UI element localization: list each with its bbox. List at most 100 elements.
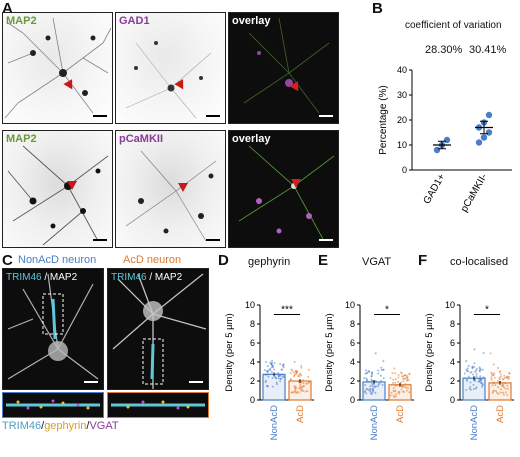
data-point: [504, 387, 507, 390]
panel-e-letter: E: [318, 252, 329, 269]
data-point: [367, 389, 370, 392]
panel-e-title: VGAT: [362, 256, 392, 268]
data-point: [365, 369, 368, 372]
data-point: [391, 372, 394, 375]
scale-bar: [189, 381, 203, 383]
scale-bar: [84, 381, 98, 383]
data-point: [469, 388, 472, 391]
data-point: [394, 378, 397, 381]
data-point: [466, 379, 469, 382]
data-point: [405, 379, 408, 382]
data-point: [466, 367, 469, 370]
y-tick-label: 40: [397, 65, 407, 75]
data-point: [369, 389, 372, 392]
data-point: [472, 387, 475, 390]
y-tick-label: 6: [250, 338, 255, 348]
data-point: [506, 393, 509, 396]
data-point: [293, 361, 296, 364]
trim46-map2-label: TRIM46 / MAP2: [6, 272, 77, 283]
y-tick-label: 8: [250, 319, 255, 329]
data-point: [472, 373, 475, 376]
data-point: [266, 370, 269, 373]
data-point: [392, 389, 395, 392]
ais-strip-texture: [111, 400, 205, 410]
bar: [462, 377, 486, 401]
data-point: [270, 371, 273, 374]
data-point: [271, 376, 274, 379]
data-point: [365, 377, 368, 380]
data-point: [377, 369, 380, 372]
data-point: [370, 373, 373, 376]
data-point: [507, 378, 510, 381]
trim46-text: TRIM46: [111, 272, 147, 283]
map2-text: MAP2: [49, 272, 78, 283]
data-point: [468, 387, 471, 390]
data-point: [280, 368, 283, 371]
bar: [288, 380, 312, 401]
data-point: [480, 134, 488, 141]
x-tick-label: GAD1+: [422, 172, 448, 206]
y-axis-label: Density (per 5 µm): [424, 313, 435, 391]
data-point: [485, 129, 493, 136]
data-point: [366, 371, 369, 374]
data-point: [296, 390, 299, 393]
legend-sep: /: [41, 420, 45, 432]
map2-label: MAP2: [6, 15, 37, 27]
data-point: [479, 368, 482, 371]
data-point: [471, 365, 474, 368]
data-point: [508, 372, 511, 375]
data-point: [490, 371, 493, 374]
y-tick-label: 10: [345, 300, 355, 310]
data-point: [497, 386, 500, 389]
y-tick-label: 6: [450, 338, 455, 348]
data-point: [496, 379, 499, 382]
data-point: [304, 390, 307, 393]
data-point: [269, 369, 272, 372]
data-point: [377, 372, 380, 375]
slash-text: /: [146, 272, 155, 283]
data-point: [279, 380, 282, 383]
data-point: [381, 383, 384, 386]
data-point: [275, 381, 278, 384]
y-tick-label: 4: [350, 357, 355, 367]
map2-label: MAP2: [6, 133, 37, 145]
micrograph-pcamkii: pCaMKII: [115, 130, 226, 248]
data-point: [271, 385, 274, 388]
data-point: [404, 376, 407, 379]
chart-b-scatter: 0 10 20 30 40 Percentage (%) GAD1+ pCaMKII-: [378, 65, 512, 214]
red-arrowhead-icon: [178, 183, 188, 192]
bar: [262, 373, 286, 401]
data-point: [489, 352, 492, 355]
trim46-map2-label: TRIM46 / MAP2: [111, 272, 182, 283]
y-axis-label: Density (per 5 µm): [324, 313, 335, 391]
data-point: [473, 362, 476, 365]
data-point: [501, 384, 504, 387]
data-point: [503, 374, 506, 377]
data-point: [465, 369, 468, 372]
data-point: [392, 378, 395, 381]
data-point: [389, 394, 392, 397]
data-point: [289, 372, 292, 375]
data-point: [407, 379, 410, 382]
data-point: [402, 390, 405, 393]
cov-title: coefficient of variation: [405, 20, 502, 31]
data-point: [475, 369, 478, 372]
data-point: [265, 360, 268, 363]
data-point: [379, 374, 382, 377]
y-tick-label: 10: [445, 300, 455, 310]
data-point: [281, 376, 284, 379]
data-point: [393, 396, 396, 399]
data-point: [481, 368, 484, 371]
data-point: [292, 390, 295, 393]
data-point: [300, 374, 303, 377]
micrograph-map2-row2: MAP2: [2, 130, 113, 248]
y-tick-label: 10: [397, 140, 407, 150]
data-point: [473, 365, 476, 368]
data-point: [497, 392, 500, 395]
y-tick-label: 6: [350, 338, 355, 348]
legend-gephyrin: gephyrin: [44, 420, 87, 432]
data-point: [394, 381, 397, 384]
data-point: [294, 391, 297, 394]
panel-d-title: gephyrin: [248, 256, 291, 268]
data-point: [503, 377, 506, 380]
